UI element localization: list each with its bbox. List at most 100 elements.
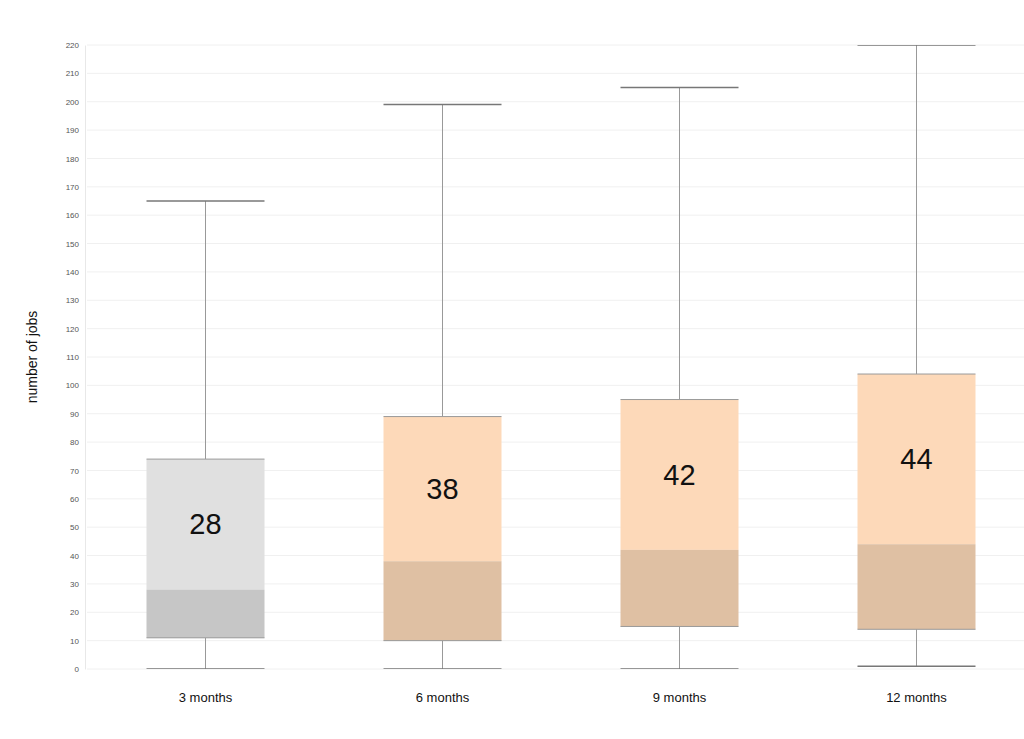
y-tick-label: 130 <box>66 296 80 305</box>
q1-line <box>384 640 502 641</box>
y-tick: 200 <box>66 98 85 107</box>
y-tick: 40 <box>70 552 85 561</box>
y-tick-label: 210 <box>66 69 80 78</box>
q3-line <box>621 399 739 400</box>
min-cap <box>621 668 739 669</box>
grid-line <box>87 73 1024 74</box>
grid-line <box>87 300 1024 301</box>
y-tick: 70 <box>70 467 85 476</box>
upper-whisker <box>916 45 917 374</box>
lower-box <box>858 544 976 629</box>
y-tick-label: 220 <box>66 41 80 50</box>
y-tick: 100 <box>66 381 85 390</box>
grid-line <box>87 357 1024 358</box>
y-tick-label: 190 <box>66 126 80 135</box>
lower-box <box>621 550 739 627</box>
y-tick-label: 180 <box>66 155 80 164</box>
lower-whisker <box>679 626 680 669</box>
y-tick: 80 <box>70 438 85 447</box>
median-label: 44 <box>900 443 932 475</box>
upper-box <box>858 374 976 544</box>
y-tick-label: 80 <box>70 438 79 447</box>
q1-line <box>621 626 739 627</box>
box <box>858 45 976 666</box>
grid-line <box>87 158 1024 159</box>
y-tick-label: 140 <box>66 268 80 277</box>
y-tick-label: 0 <box>75 665 80 674</box>
grid <box>87 45 1024 669</box>
upper-box <box>621 400 739 550</box>
y-tick-label: 90 <box>70 410 79 419</box>
y-axis-line <box>85 46 86 670</box>
y-tick-label: 100 <box>66 381 80 390</box>
min-cap <box>384 668 502 669</box>
y-tick: 120 <box>66 325 85 334</box>
min-cap <box>147 668 265 669</box>
y-tick-label: 20 <box>70 608 79 617</box>
y-axis: 0 10 20 30 40 50 60 70 80 90 100 110 120 130 140 150 160… <box>66 41 86 674</box>
y-tick: 60 <box>70 495 85 504</box>
x-axis: 3 months6 months9 months12 months <box>179 690 948 705</box>
x-tick-label: 6 months <box>416 690 470 705</box>
y-tick: 110 <box>66 353 85 362</box>
plot-area <box>147 45 976 669</box>
median-label: 28 <box>189 508 221 540</box>
y-tick: 20 <box>70 608 85 617</box>
y-tick: 180 <box>66 155 85 164</box>
box <box>384 105 502 669</box>
y-tick-label: 50 <box>70 523 79 532</box>
y-tick-label: 60 <box>70 495 79 504</box>
q3-line <box>858 374 976 375</box>
q1-line <box>147 637 265 638</box>
grid-line <box>87 243 1024 244</box>
y-tick: 210 <box>66 69 85 78</box>
x-tick-label: 12 months <box>886 690 947 705</box>
y-tick-label: 160 <box>66 211 80 220</box>
q1-line <box>858 629 976 630</box>
y-tick-label: 70 <box>70 467 79 476</box>
y-tick-label: 10 <box>70 637 79 646</box>
max-cap <box>621 87 739 89</box>
lower-box <box>147 590 265 638</box>
upper-whisker <box>205 201 206 459</box>
upper-box <box>384 417 502 562</box>
lower-whisker <box>205 638 206 669</box>
y-tick: 90 <box>70 410 85 419</box>
x-tick-label: 3 months <box>179 690 233 705</box>
y-tick: 0 <box>75 665 85 674</box>
lower-whisker <box>442 641 443 669</box>
data-labels: 28384244 <box>189 443 932 540</box>
box <box>147 201 265 669</box>
y-tick: 190 <box>66 126 85 135</box>
y-tick-label: 150 <box>66 240 80 249</box>
y-tick: 220 <box>66 41 85 50</box>
grid-line <box>87 328 1024 329</box>
grid-line <box>87 640 1024 641</box>
upper-whisker <box>442 105 443 417</box>
lower-box <box>384 561 502 640</box>
chart: 0 10 20 30 40 50 60 70 80 90 100 110 120 130 140 150 160… <box>0 0 1024 739</box>
y-tick-label: 200 <box>66 98 80 107</box>
grid-line <box>87 101 1024 102</box>
y-tick: 140 <box>66 268 85 277</box>
lower-whisker <box>916 629 917 666</box>
min-cap <box>858 665 976 667</box>
median-label: 38 <box>426 473 458 505</box>
y-tick-label: 120 <box>66 325 80 334</box>
y-tick: 130 <box>66 296 85 305</box>
y-tick-label: 170 <box>66 183 80 192</box>
grid-line <box>87 45 1024 46</box>
q3-line <box>384 416 502 417</box>
y-tick: 170 <box>66 183 85 192</box>
max-cap <box>384 104 502 106</box>
y-tick: 30 <box>70 580 85 589</box>
box <box>621 88 739 669</box>
y-tick: 50 <box>70 523 85 532</box>
y-axis-title: number of jobs <box>24 311 40 404</box>
grid-line <box>87 669 1024 670</box>
upper-whisker <box>679 88 680 400</box>
y-tick: 150 <box>66 240 85 249</box>
grid-line <box>87 271 1024 272</box>
y-tick: 10 <box>70 637 85 646</box>
grid-line <box>87 215 1024 216</box>
